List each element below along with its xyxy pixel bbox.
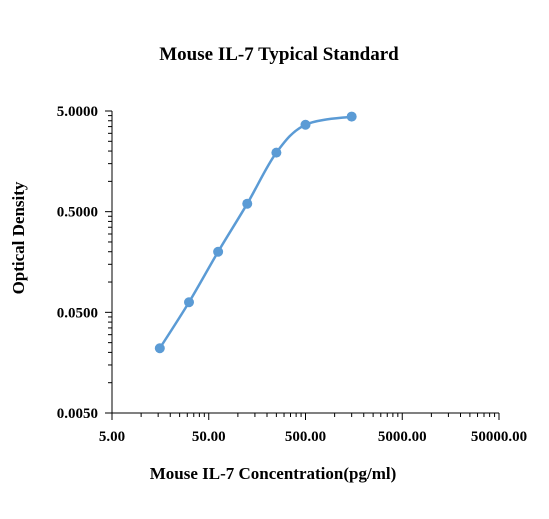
y-tick-label: 0.0500	[57, 305, 98, 321]
x-tick-label: 5000.00	[378, 429, 427, 445]
data-point	[154, 343, 165, 354]
x-tick-label: 5.00	[99, 429, 125, 445]
data-point	[184, 297, 195, 308]
y-tick-label: 0.0050	[57, 406, 98, 422]
y-tick-label: 5.0000	[57, 104, 98, 120]
plot-marks	[154, 111, 357, 354]
data-point	[271, 147, 282, 158]
x-tick-label: 50.00	[192, 429, 226, 445]
y-axis-label: Optical Density	[9, 181, 28, 294]
data-point	[346, 111, 357, 122]
x-tick-label: 500.00	[285, 429, 326, 445]
axes: 5.00 50.00 500.00 5000.00 50000.00 0.0050 0.05…	[57, 104, 527, 445]
data-point	[242, 198, 253, 209]
x-tick-label: 50000.00	[471, 429, 527, 445]
chart-title: Mouse IL-7 Typical Standard	[159, 44, 399, 65]
data-point	[213, 246, 224, 257]
x-axis-label: Mouse IL-7 Concentration(pg/ml)	[150, 464, 396, 483]
y-tick-label: 0.5000	[57, 205, 98, 221]
series-line	[158, 115, 352, 349]
data-point	[300, 119, 311, 130]
